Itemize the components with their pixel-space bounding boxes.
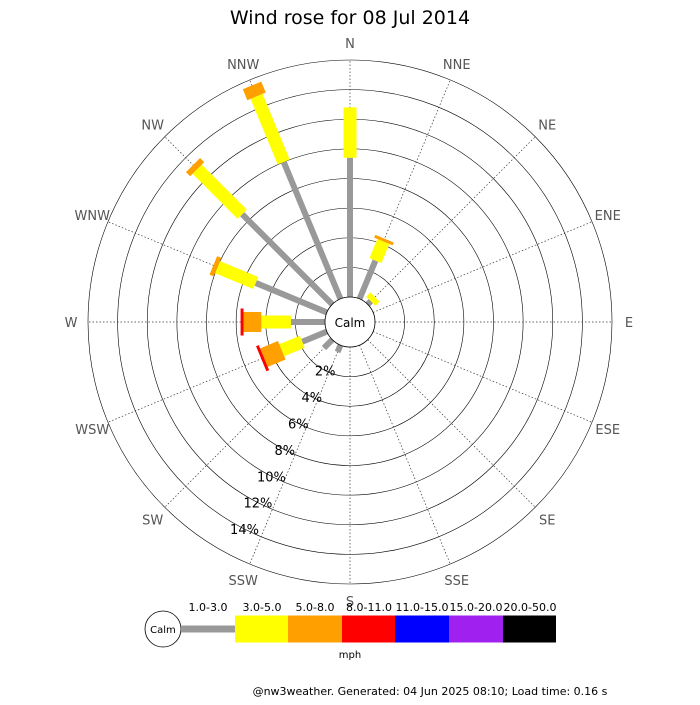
spoke-sw [164,339,333,508]
bar-wsw-bin1 [279,335,305,357]
bar-nne-bin0 [356,259,379,301]
bar-wnw-bin0 [254,280,329,316]
bar-nnw-bin1 [250,93,290,165]
direction-label-ne: NE [538,119,556,134]
direction-label-nw: NW [141,119,164,134]
legend-swatch-bin5 [449,615,503,643]
bar-wnw-bin1 [214,261,259,289]
bar-wnw-bin2 [209,256,222,277]
bar-ne-bin1 [366,292,380,306]
percent-label: 12% [244,497,273,512]
calm-label: Calm [335,316,366,330]
direction-label-ese: ESE [595,423,620,438]
legend-label-bin1: 3.0-5.0 [243,601,282,614]
bar-wsw-bin0 [301,328,329,345]
grid-ring [87,59,613,585]
spoke-ssw [249,344,341,565]
bar-nne-bin2 [374,234,394,246]
direction-label-nnw: NNW [227,58,259,73]
spoke-ne [367,136,536,305]
direction-label-se: SE [539,513,555,528]
spoke-se [367,339,536,508]
bar-nw-bin1 [192,164,247,219]
direction-label-sw: SW [142,513,163,528]
bar-wsw-bin2 [260,341,286,367]
legend-swatch-bin4 [395,615,449,643]
legend-label-bin0: 1.0-3.0 [189,601,228,614]
bar-sw-bin0 [321,337,335,351]
bar-nw-bin2 [185,157,205,177]
percent-label: 6% [288,417,309,432]
direction-label-wsw: WSW [75,423,109,438]
percent-label: 8% [275,444,296,459]
spoke-ese [372,331,593,423]
bar-nne-bin1 [369,238,390,264]
bar-ne-bin0 [365,299,373,307]
direction-label-nne: NNE [443,58,471,73]
footer-text: @nw3weather. Generated: 04 Jun 2025 08:1… [253,685,608,698]
legend-swatch-bin1 [235,615,288,643]
spoke-ene [372,221,593,313]
bar-ssw-bin0 [334,343,344,354]
legend-swatch-bin6 [503,615,556,643]
legend-swatch-bin2 [288,615,342,643]
direction-label-w: W [65,316,78,331]
percent-label: 2% [315,365,336,380]
legend-label-bin2: 5.0-8.0 [296,601,335,614]
chart-title: Wind rose for 08 Jul 2014 [230,7,470,29]
direction-label-s: S [346,595,354,610]
calm-circle-shape [324,296,376,348]
percent-label: 10% [257,470,286,485]
legend-unit: mph [339,650,361,661]
legend-swatch-bin0 [181,625,235,633]
bar-wsw-bin3 [256,345,270,372]
legend-swatch-bin3 [342,615,395,643]
spoke-sse [359,344,451,565]
direction-label-ene: ENE [595,209,621,224]
legend-label-bin6: 20.0-50.0 [504,601,557,614]
direction-label-n: N [345,37,355,52]
calm-circle: Calm [324,296,376,348]
bar-nnw-bin2 [242,81,266,101]
legend-label-bin5: 15.0-20.0 [450,601,503,614]
percent-label: 4% [301,391,322,406]
bar-nnw-bin0 [280,160,344,301]
direction-label-ssw: SSW [229,574,259,589]
wind-bars [185,81,394,372]
direction-label-e: E [625,316,633,331]
legend-calm-label: Calm [150,625,176,636]
legend-label-bin3: 8.0-11.0 [346,601,392,614]
speed-legend: Calm 1.0-3.0 3.0-5.0 5.0-8.0 8.0-11.0 11.0-15… [144,601,557,648]
direction-label-wnw: WNW [75,209,111,224]
percent-labels: 2% 4% 6% 8% 10% 12% 14% [230,365,335,538]
bar-nw-bin0 [240,212,335,307]
legend-label-bin4: 11.0-15.0 [396,601,449,614]
percent-label: 14% [230,523,259,538]
direction-labels: N NNE NE ENE E ESE SE SSE S SSW SW WSW W WNW NW NNW [65,37,634,610]
direction-label-sse: SSE [444,574,469,589]
